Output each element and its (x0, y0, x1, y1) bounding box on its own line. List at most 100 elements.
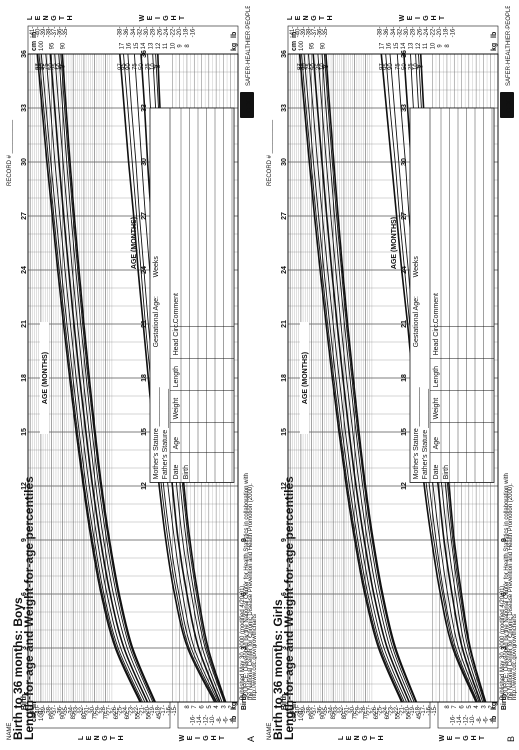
cdc-logo: CDC (240, 92, 254, 118)
weight-kg-tick-right: 8 (185, 44, 191, 48)
length-unit-cm-right: cm (31, 41, 38, 51)
length-in-tick-left: -16- (427, 705, 433, 716)
length-percentile-label: 90 (39, 63, 45, 70)
age-tick-top: 9 (21, 538, 28, 542)
weight-axis-letter-right: I (155, 17, 162, 19)
weight-lb-tick-left: -4- (490, 716, 496, 723)
weight-kg-tick-right: 10 (170, 42, 176, 49)
age-tick-bottom: 18 (141, 374, 148, 382)
table-column-header: Age (173, 437, 180, 450)
length-percentile-label: 90 (302, 63, 308, 70)
age-tick-bottom: 12 (401, 482, 408, 490)
weight-kg-tick-left: 3 (481, 705, 487, 709)
length-percentile-curve-75 (45, 53, 146, 703)
age-tick-bottom: 6 (241, 592, 248, 596)
length-in-tick-left: -26- (372, 705, 378, 716)
table-column-header: Head Circ. (173, 322, 180, 355)
length-cm-tick-left: 50 (146, 712, 152, 719)
length-in-tick-right: -40- (295, 27, 301, 38)
length-in-tick-left: -26- (112, 705, 118, 716)
table-column-header: Comment (173, 293, 180, 323)
weight-percentile-label: 3 (419, 64, 425, 68)
weight-kg-tick-right: 17 (379, 42, 385, 49)
length-cm-tick-left: 55 (136, 712, 142, 719)
age-tick-bottom: 21 (401, 320, 408, 328)
length-percentile-label: 5 (322, 64, 328, 68)
footer-line: http://www.cdc.gov/growthcharts (252, 614, 257, 700)
weight-lb-tick-left: -12- (204, 715, 210, 726)
length-in-tick-left: -19- (410, 705, 416, 716)
length-in-tick-left: -40- (35, 705, 41, 716)
weight-kg-tick-right: 10 (430, 42, 436, 49)
length-in-tick-right: -37- (312, 27, 318, 38)
record-label: RECORD # __________ (267, 119, 273, 186)
length-unit-cm-left: cm (291, 712, 298, 722)
length-in-tick-left: -40- (295, 705, 301, 716)
age-tick-top: 3 (281, 646, 288, 650)
fathers-stature-field: Father's Stature __________ (162, 389, 169, 480)
length-in-tick-left: -41- (290, 705, 296, 716)
length-cm-tick-left: 65 (114, 712, 120, 719)
weight-lb-tick-right: -20- (177, 27, 183, 38)
weight-axis-letter: W (439, 734, 446, 741)
weight-axis-letter-right: G (423, 15, 430, 21)
length-percentile-label: 3 (60, 64, 66, 68)
age-tick-top: 21 (21, 320, 28, 328)
right-axis-box (27, 25, 239, 55)
weight-kg-tick-left: 4 (474, 705, 480, 709)
weight-axis-letter: I (195, 737, 202, 739)
table-column-header: Weight (433, 398, 440, 420)
length-axis-letter-right: G (311, 15, 318, 21)
table-column-header: Date (173, 465, 180, 480)
gestational-age-label: Gestational Age: (413, 296, 420, 347)
weight-axis-letter-right: G (163, 15, 170, 21)
length-cm-tick-left: 80 (82, 712, 88, 719)
weight-axis-letter-right: T (179, 15, 186, 20)
length-axis-letter-right: L (27, 15, 34, 20)
weight-percentile-label: 95 (384, 63, 390, 70)
length-in-tick-left: -20- (405, 705, 411, 716)
age-tick-top: Birth (21, 694, 28, 710)
length-in-tick-left: -16- (167, 705, 173, 716)
length-axis-letter-right: T (59, 15, 66, 20)
length-percentile-curve-90 (40, 53, 143, 703)
weight-axis-letter: E (447, 735, 454, 740)
length-cm-tick-left: 45 (417, 712, 423, 719)
length-cm-tick-left: 100 (299, 710, 305, 721)
weight-lb-tick-left: -4- (230, 716, 236, 723)
age-tick-bottom: 21 (141, 320, 148, 328)
length-in-tick-left: -30- (350, 705, 356, 716)
footer-line: Published May 30, 2000 (modified 4/20/01… (240, 584, 246, 700)
weight-percentile-label: 25 (146, 63, 152, 70)
length-cm-tick-right: 95 (310, 42, 316, 49)
weight-lb-tick-right: -26- (417, 27, 423, 38)
weight-kg-tick-left: 4 (214, 705, 220, 709)
weight-lb-tick-right: -22- (431, 27, 437, 38)
length-unit-cm-left: cm (31, 712, 38, 722)
name-label: NAME ______________________ (7, 647, 13, 740)
age-tick-top: 12 (21, 482, 28, 490)
length-in-tick-left: -31- (85, 705, 91, 716)
length-cm-tick-left: 55 (396, 712, 402, 719)
weight-kg-tick-left: 2 (229, 705, 235, 709)
age-tick-top: 30 (281, 158, 288, 166)
length-cm-tick-left: 90 (320, 712, 326, 719)
length-percentile-label: 10 (57, 63, 63, 70)
length-in-tick-right: -35- (63, 27, 69, 38)
weight-lb-tick-right: -20- (437, 27, 443, 38)
age-axis-label-top: AGE (MONTHS) (42, 352, 49, 404)
weight-percentile-label: 5 (416, 64, 422, 68)
weight-axis-letter-right: H (171, 15, 178, 20)
length-percentile-curve-95 (301, 53, 404, 703)
weight-kg-tick-right: 17 (119, 42, 125, 49)
age-tick-top: 18 (21, 374, 28, 382)
length-percentile-label: 97 (35, 63, 41, 70)
length-in-tick-left: -33- (74, 705, 80, 716)
length-in-tick-right: -40- (35, 27, 41, 38)
length-in-tick-left: -15- (172, 705, 178, 716)
weight-lb-tick-right: -16- (450, 27, 456, 38)
mothers-stature-field: Mother's Stature __________ (413, 387, 420, 479)
weight-percentile-label: 50 (139, 63, 145, 70)
chart-title: Birth to 36 months: Girls (271, 599, 285, 740)
fathers-stature-field: Father's Stature __________ (422, 389, 429, 480)
